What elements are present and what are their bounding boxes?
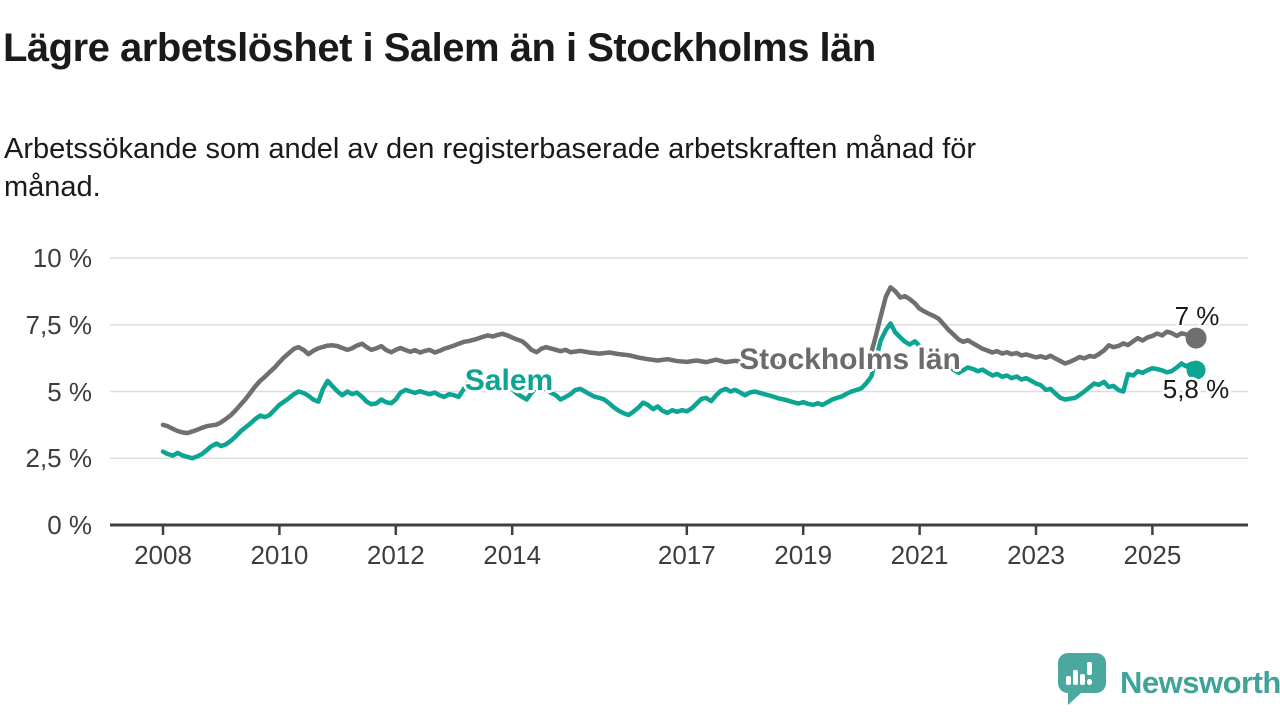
x-axis-tick-label: 2008 <box>134 540 192 570</box>
chart-subtitle-line-2: månad. <box>4 171 101 203</box>
y-axis-tick-label: 0 % <box>47 510 92 540</box>
end-dot-stockholms-lan <box>1185 327 1207 349</box>
y-axis-tick-label: 5 % <box>47 376 92 407</box>
x-axis-tick-label: 2017 <box>657 540 716 570</box>
x-axis-tick-label: 2012 <box>366 540 425 570</box>
end-dot-salem <box>1186 360 1206 380</box>
y-axis-tick-label: 10 % <box>32 243 92 273</box>
x-axis-tick-label: 2010 <box>250 540 309 570</box>
x-axis-tick-label: 2019 <box>774 540 833 570</box>
page-title: Lägre arbetslöshet i Salem än i Stockhol… <box>3 26 876 70</box>
x-axis-tick-label: 2023 <box>1007 540 1065 570</box>
newsworthy-logo-text: Newsworthy <box>1120 665 1280 700</box>
y-axis-tick-label: 7,5 % <box>25 309 93 340</box>
end-value-label-stockholms-lan: 7 % <box>1174 301 1220 331</box>
x-axis-tick-label: 2014 <box>483 540 542 570</box>
bar-chart-speech-bubble-icon <box>1058 653 1106 705</box>
chart-subtitle-line-1: Arbetssökande som andel av den registerb… <box>4 133 977 165</box>
x-axis-tick-label: 2021 <box>890 540 949 570</box>
y-axis-tick-label: 2,5 % <box>25 443 93 474</box>
x-axis-tick-label: 2025 <box>1123 540 1182 570</box>
chart-subtitle: Arbetssökande som andel av den registerb… <box>4 130 976 206</box>
series-line-stockholms-lan <box>160 285 1199 436</box>
series-line-salem <box>160 321 1199 461</box>
end-value-label-salem: 5,8 % <box>1162 374 1230 404</box>
series-label-salem: Salem <box>464 364 554 397</box>
series-label-stockholms-lan: Stockholms län <box>739 343 961 376</box>
newsworthy-logo: Newsworthy <box>1056 651 1280 715</box>
